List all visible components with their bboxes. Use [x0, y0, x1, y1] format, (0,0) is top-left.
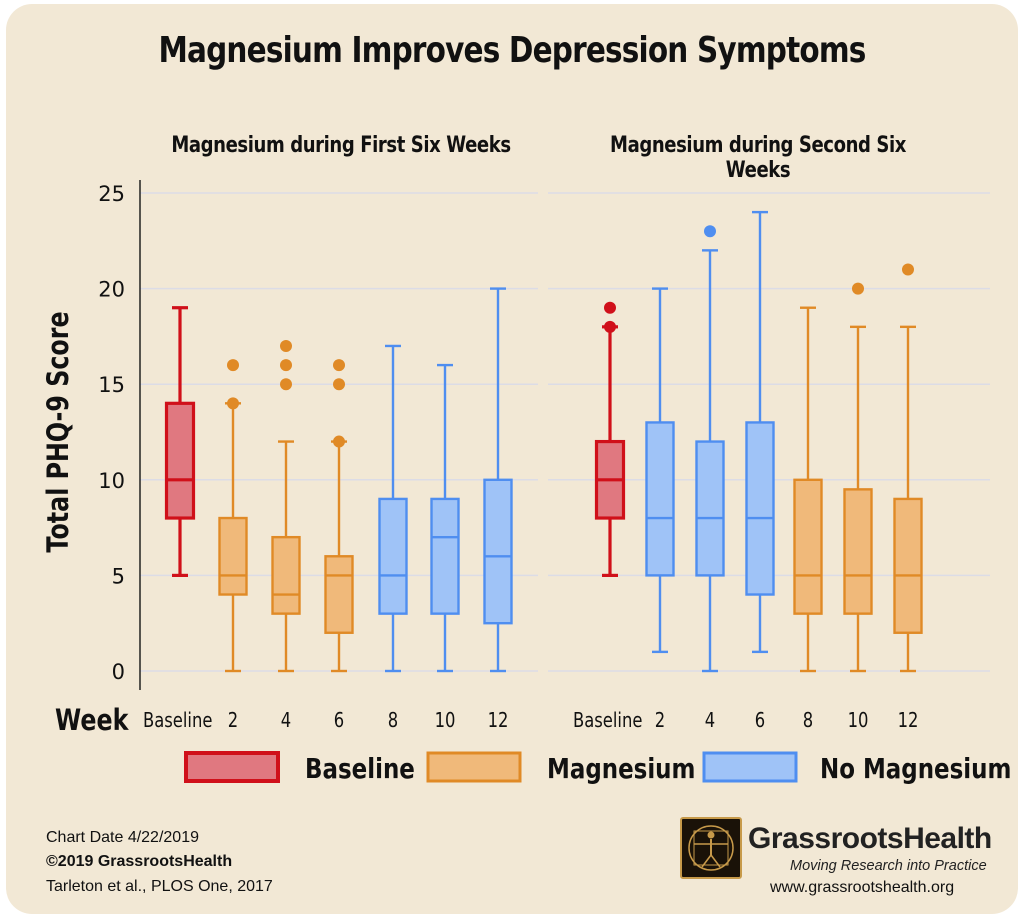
- y-tick-label-25: 25: [98, 182, 125, 206]
- x-tick-label-panel-2-baseline: Baseline: [573, 710, 642, 733]
- y-tick-label-10: 10: [98, 469, 125, 493]
- y-tick-label-15: 15: [98, 373, 125, 397]
- x-tick-label-panel-1-2: 2: [228, 710, 238, 733]
- box-panel-1-12: [483, 478, 513, 625]
- box-panel-2-10: [843, 488, 873, 615]
- box-panel-1-baseline: [164, 401, 196, 520]
- y-tick-label-5: 5: [112, 564, 125, 588]
- outlier-panel-1-4-16: [280, 359, 292, 372]
- x-axis-title: Week: [55, 704, 130, 738]
- outlier-panel-2-12-21: [902, 263, 914, 276]
- box-panel-1-2: [218, 516, 248, 596]
- brand-name: GrassrootsHealth: [748, 822, 992, 855]
- outlier-panel-1-4-15: [280, 378, 292, 391]
- outlier-panel-2-10-20: [852, 282, 864, 295]
- box-panel-1-4: [271, 535, 301, 615]
- y-axis-title: Total PHQ-9 Score: [42, 311, 76, 552]
- x-tick-label-panel-2-8: 8: [803, 710, 813, 733]
- chart-date: Chart Date 4/22/2019: [46, 829, 199, 846]
- outlier-panel-2-baseline-18: [604, 320, 616, 333]
- outlier-panel-1-6-12: [333, 435, 345, 448]
- box-panel-2-8: [793, 478, 823, 615]
- citation: Tarleton et al., PLOS One, 2017: [46, 878, 273, 895]
- grassrootshealth-logo: [680, 817, 742, 879]
- legend-swatch-no-magnesium: [702, 751, 798, 783]
- x-tick-label-panel-1-6: 6: [334, 710, 344, 733]
- outlier-panel-2-4-23: [704, 225, 716, 238]
- x-tick-label-panel-1-baseline: Baseline: [143, 710, 212, 733]
- brand-tagline: Moving Research into Practice: [790, 858, 987, 874]
- y-tick-label-0: 0: [112, 660, 125, 684]
- box-panel-2-4: [695, 440, 725, 577]
- outlier-panel-1-2-14: [227, 397, 239, 410]
- legend-swatch-magnesium: [426, 751, 522, 783]
- legend-swatch-baseline: [184, 751, 280, 783]
- x-tick-label-panel-1-12: 12: [488, 710, 509, 733]
- box-panel-2-12: [893, 497, 923, 634]
- x-tick-label-panel-1-4: 4: [281, 710, 291, 733]
- panel-title-first-six-weeks: Magnesium during First Six Weeks: [171, 133, 511, 158]
- chart-title: Magnesium Improves Depression Symptoms: [158, 30, 866, 71]
- legend-label-magnesium: Magnesium: [547, 753, 695, 786]
- x-tick-label-panel-2-2: 2: [655, 710, 665, 733]
- x-tick-label-panel-1-8: 8: [388, 710, 398, 733]
- box-panel-1-10: [430, 497, 460, 615]
- box-panel-1-6: [324, 555, 354, 634]
- box-panel-2-2: [645, 421, 675, 577]
- x-tick-label-panel-2-12: 12: [898, 710, 919, 733]
- x-tick-label-panel-2-6: 6: [755, 710, 765, 733]
- panel-title-second-six-weeks: Magnesium during Second Six Weeks: [610, 133, 906, 183]
- outlier-panel-2-baseline-19: [604, 301, 616, 314]
- box-panel-1-8: [378, 497, 408, 615]
- x-tick-label-panel-1-10: 10: [435, 710, 456, 733]
- box-panel-2-6: [745, 421, 775, 596]
- legend-label-no-magnesium: No Magnesium: [820, 753, 1011, 786]
- outlier-panel-1-6-16: [333, 359, 345, 372]
- outlier-panel-1-6-15: [333, 378, 345, 391]
- x-tick-label-panel-2-10: 10: [848, 710, 869, 733]
- vitruvian-man-icon: [688, 825, 734, 871]
- legend-label-baseline: Baseline: [305, 753, 415, 786]
- outlier-panel-1-2-16: [227, 359, 239, 372]
- website-link[interactable]: www.grassrootshealth.org: [770, 879, 955, 896]
- outlier-panel-1-4-17: [280, 339, 292, 352]
- copyright: ©2019 GrassrootsHealth: [46, 853, 233, 870]
- x-tick-label-panel-2-4: 4: [705, 710, 715, 733]
- y-tick-label-20: 20: [98, 278, 125, 302]
